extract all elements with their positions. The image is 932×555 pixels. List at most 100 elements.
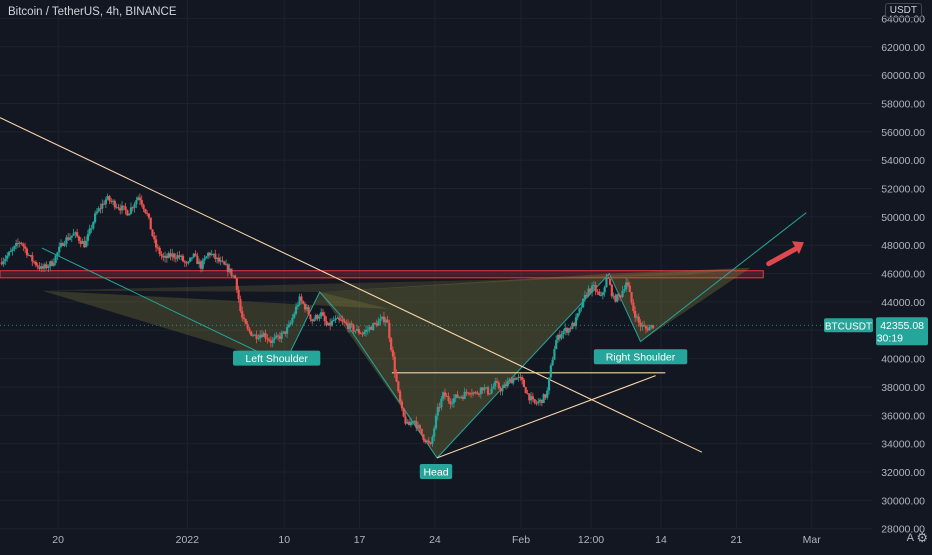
candle [413,420,416,426]
candle [607,273,610,279]
candle-body [126,210,129,216]
candle [348,321,351,333]
candle [388,319,391,343]
candle [510,376,513,384]
candle-body [646,328,649,331]
candle [241,306,244,322]
candle [133,201,136,213]
candle [119,204,122,215]
candle [181,253,185,263]
candle-body [38,266,41,269]
candle [174,253,177,263]
y-tick-label: 46000.00 [881,269,925,281]
candle [465,388,468,396]
currency-badge[interactable]: USDT [884,3,922,18]
candle-body [503,384,506,389]
candle-body [574,317,578,327]
candle-body [305,307,308,310]
candle-body [131,207,134,209]
candle [452,393,456,408]
candle [320,308,323,320]
candle [83,236,86,248]
candle-body [438,407,441,409]
candle-body [652,325,655,329]
candle-body [377,321,380,326]
candle [540,399,543,407]
candle [268,337,271,343]
y-tick-label: 54000.00 [881,155,925,167]
candle-body [485,387,488,389]
candle [573,321,576,327]
candle-body [108,196,111,201]
x-tick-label: 24 [429,534,441,546]
candle [239,295,242,314]
candle [99,203,102,214]
x-tick-label: 21 [731,534,743,546]
candle [183,260,186,268]
candle-body [402,408,405,417]
candle [445,393,448,398]
right-shoulder-zone [609,267,751,342]
candle-body [237,289,240,300]
candle [237,285,240,303]
candle [6,252,9,262]
candle-body [92,222,95,229]
candle-body [447,396,450,402]
candle-body [214,253,217,259]
candle-body [582,298,585,308]
candle-body [467,392,470,394]
candle [583,290,587,302]
candle-body [32,261,36,263]
candle-body [479,387,482,395]
candle [594,281,597,296]
candle [226,263,229,277]
candle-body [43,264,46,269]
candle [147,213,151,220]
candle-body [135,200,138,205]
candle-body [216,257,219,259]
y-tick-label: 32000.00 [881,467,925,479]
candle-body [311,319,314,322]
candle [196,252,199,265]
candle [619,294,622,302]
candle-body [391,349,395,357]
candle-body [74,232,77,234]
pattern-label-box [233,350,321,366]
candle [438,402,441,412]
candle [433,425,436,442]
candle [549,363,552,380]
candle [266,334,269,344]
y-tick-label: 58000.00 [881,98,925,110]
symbol-title[interactable]: Bitcoin / TetherUS, 4h, BINANCE [8,6,177,18]
candle [637,313,640,327]
candle [546,387,549,400]
candle-body [501,388,504,392]
candle [644,324,648,334]
candle-body [198,261,201,265]
candle-body [289,322,292,325]
gear-icon[interactable]: ⚙ [916,530,928,545]
candle-body [133,204,136,208]
candle-body [275,335,278,338]
candle-body [397,381,400,392]
candle [178,250,181,260]
candle [650,324,653,330]
candle [632,298,635,314]
candle-body [27,255,30,257]
candle-body [138,197,142,201]
auto-scale-button[interactable]: A [906,532,914,544]
candle [461,394,465,402]
candle-body [569,328,572,330]
x-tick-label: 12:00 [578,534,604,546]
candle-body [45,264,48,269]
candle-body [158,247,161,254]
candle-body [189,257,192,262]
candle-body [585,294,588,296]
candle-body [637,316,640,323]
candle-body [90,228,93,230]
candle-body [29,255,32,257]
candle-countdown: 30:19 [877,332,903,344]
candle-body [506,381,509,387]
